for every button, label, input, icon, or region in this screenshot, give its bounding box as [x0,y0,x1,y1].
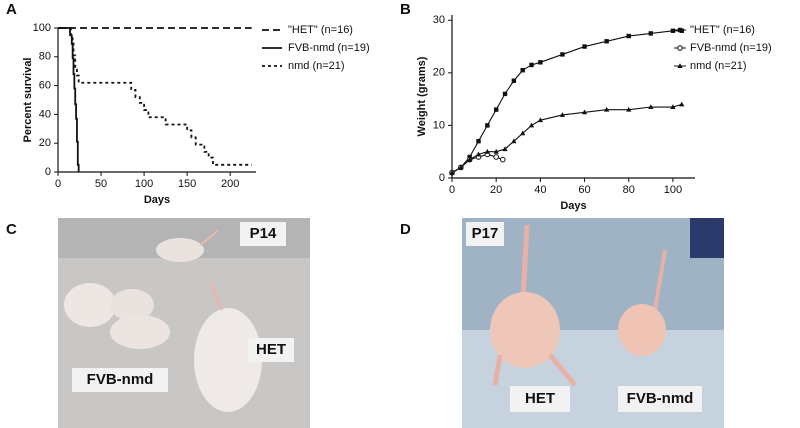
marker [626,33,631,39]
marker [677,45,683,51]
legend-label: nmd (n=21) [690,60,747,72]
marker [475,151,482,157]
marker [677,27,683,33]
marker [493,107,499,112]
photo-c [58,218,310,428]
x-tick-label: 0 [449,184,455,196]
x-tick-label: 150 [178,178,196,190]
marker [560,52,565,57]
y-tick-label: 20 [433,67,445,79]
photo-label: P14 [250,225,277,242]
marker [502,91,508,97]
marker [511,78,517,83]
legend-label: "HET" (n=16) [288,24,353,36]
photo-d [462,218,724,428]
marker [677,63,683,68]
x-tick-label: 60 [578,184,590,196]
marker [476,138,481,144]
marker [670,28,676,33]
photo-label: FVB-nmd [87,371,154,388]
marker [626,106,632,112]
series-line [58,27,252,166]
marker [604,39,609,44]
x-tick-label: 40 [534,184,546,196]
marker [493,148,499,154]
x-tick-label: 100 [664,184,682,196]
marker [484,148,490,154]
legend-label: FVB-nmd (n=19) [288,42,370,54]
x-tick-label: 50 [95,178,107,190]
marker [528,122,535,128]
marker [529,62,534,68]
x-axis-title: Days [560,200,586,212]
x-tick-label: 0 [55,178,61,190]
x-tick-label: 200 [221,178,239,190]
marker [500,156,506,163]
marker [648,31,654,36]
series-line [451,103,682,174]
panel-label: C [6,221,17,238]
marker [679,101,685,107]
legend-label: FVB-nmd (n=19) [690,42,772,54]
marker [582,44,587,49]
marker [458,164,464,170]
marker [604,106,610,112]
y-axis-title: Weight (grams) [416,56,428,136]
marker [511,138,517,144]
y-tick-label: 10 [433,119,445,131]
x-tick-label: 100 [135,178,153,190]
y-tick-label: 40 [39,108,51,120]
marker [449,169,455,175]
marker [537,117,543,123]
y-axis-title: Percent survival [22,58,34,143]
legend-label: nmd (n=21) [288,60,345,72]
marker [493,154,499,160]
y-tick-label: 0 [45,166,51,178]
series-line [451,30,682,174]
y-tick-label: 20 [39,137,51,149]
y-tick-label: 60 [39,80,51,92]
marker [648,104,654,110]
marker [485,123,490,128]
panel-label: A [6,1,17,18]
x-tick-label: 80 [623,184,635,196]
panel-label: B [400,1,411,18]
marker [520,130,526,136]
marker [520,68,525,73]
y-tick-label: 0 [439,172,445,184]
marker [467,156,473,162]
photo-label: FVB-nmd [627,390,694,407]
photo-label: HET [256,341,286,358]
y-tick-label: 80 [39,51,51,63]
marker [670,104,676,110]
y-tick-label: 30 [433,14,445,26]
series-line [58,27,80,172]
marker [559,112,566,117]
x-tick-label: 20 [490,184,502,196]
marker [502,146,508,152]
legend-label: "HET" (n=16) [690,24,755,36]
x-axis-title: Days [144,194,170,206]
y-tick-label: 100 [33,22,51,34]
panel-label: D [400,221,411,238]
marker [538,60,543,65]
photo-label: P17 [472,225,499,242]
marker [581,109,588,115]
photo-label: HET [525,390,555,407]
